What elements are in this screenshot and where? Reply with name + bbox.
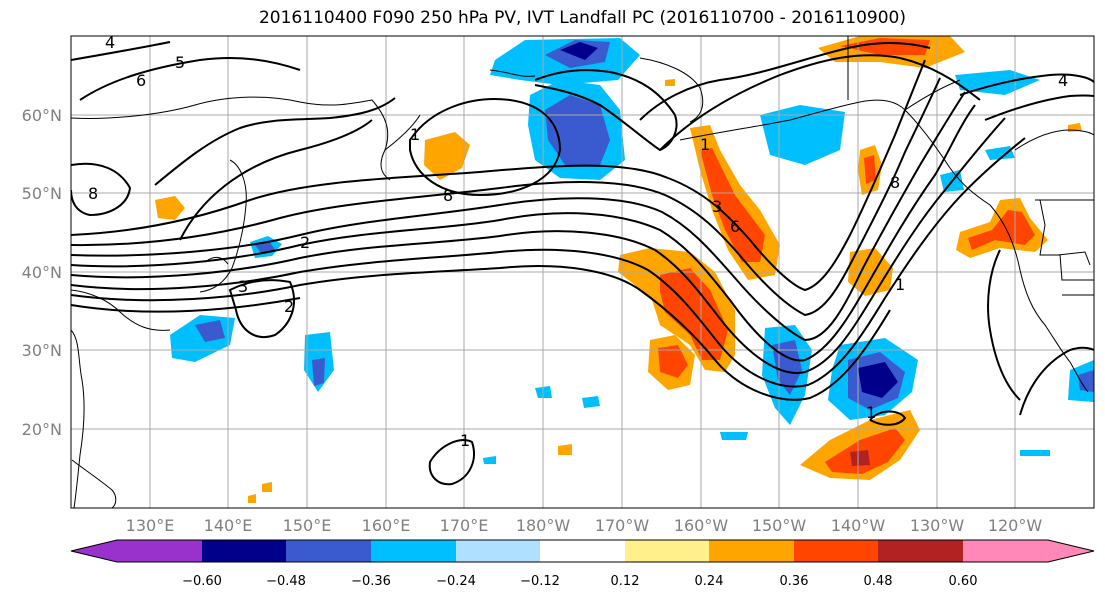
colorbar: −0.60 −0.48 −0.36 −0.24 −0.12 0.12 0.24 … — [70, 539, 1095, 589]
lon-label: 150°W — [752, 516, 807, 535]
lon-label: 160°W — [674, 516, 729, 535]
contour-label: 4 — [1058, 71, 1068, 90]
colorbar-segment — [202, 540, 286, 562]
lon-label: 130°W — [910, 516, 965, 535]
lon-label: 160°E — [362, 516, 411, 535]
colorbar-tick-label: 0.48 — [864, 574, 893, 589]
lat-label: 30°N — [22, 341, 62, 360]
colorbar-tick-label: −0.48 — [266, 574, 306, 589]
contour-label: 2 — [300, 233, 310, 252]
map-frame — [70, 35, 1095, 509]
colorbar-outline — [70, 539, 1095, 563]
colorbar-tick-label: 0.36 — [780, 574, 809, 589]
ivt-shading — [155, 36, 1094, 503]
colorbar-tick-label: −0.24 — [436, 574, 476, 589]
lon-label: 130°E — [126, 516, 175, 535]
map-gridlines — [71, 36, 1094, 508]
colorbar-segment — [456, 540, 540, 562]
contour-label: 1 — [460, 431, 470, 450]
contour-label: 3 — [238, 277, 248, 296]
lat-label: 20°N — [22, 420, 62, 439]
colorbar-extend-high — [1048, 540, 1094, 562]
contour-label: 1 — [895, 275, 905, 294]
lon-label: 140°W — [831, 516, 886, 535]
longitude-labels: 130°E 140°E 150°E 160°E 170°E 180°W 170°… — [126, 516, 1043, 535]
colorbar-tick-label: −0.36 — [351, 574, 391, 589]
lon-label: 140°E — [204, 516, 253, 535]
pv-contours — [71, 41, 1094, 486]
contour-label: 6 — [730, 217, 740, 236]
lat-label: 60°N — [22, 106, 62, 125]
colorbar-tick-label: 0.60 — [949, 574, 978, 589]
colorbar-segment — [286, 540, 371, 562]
colorbar-tick-label: 0.12 — [611, 574, 640, 589]
colorbar-tick-label: 0.24 — [695, 574, 724, 589]
contour-label: 6 — [136, 71, 146, 90]
colorbar-extend-low — [71, 540, 117, 562]
lon-label: 180°W — [516, 516, 571, 535]
map-title: 2016110400 F090 250 hPa PV, IVT Landfall… — [258, 8, 906, 28]
lon-label: 170°E — [440, 516, 489, 535]
lat-label: 50°N — [22, 184, 62, 203]
lon-label: 120°W — [988, 516, 1043, 535]
lat-label: 40°N — [22, 263, 62, 282]
contour-label: 1 — [700, 135, 710, 154]
contour-label: 1 — [866, 403, 876, 422]
colorbar-segment — [371, 540, 456, 562]
colorbar-tick-label: −0.60 — [182, 574, 222, 589]
contour-labels: 4 5 6 8 1 8 2 3 2 1 3 6 8 1 4 1 1 — [88, 33, 1068, 450]
colorbar-segment — [625, 540, 709, 562]
colorbar-segment — [709, 540, 794, 562]
contour-label: 4 — [105, 33, 115, 52]
contour-label: 8 — [890, 173, 900, 192]
contour-label: 1 — [410, 125, 420, 144]
colorbar-segment — [963, 540, 1048, 562]
lon-label: 170°W — [595, 516, 650, 535]
contour-label: 8 — [443, 186, 453, 205]
contour-label: 5 — [175, 53, 185, 72]
contour-label: 2 — [284, 297, 294, 316]
colorbar-segment — [540, 540, 625, 562]
colorbar-segment — [117, 540, 202, 562]
colorbar-segment — [794, 540, 878, 562]
lon-label: 150°E — [283, 516, 332, 535]
contour-label: 3 — [712, 197, 722, 216]
contour-label: 8 — [88, 184, 98, 203]
coastlines — [71, 36, 1094, 508]
colorbar-tick-label: −0.12 — [520, 574, 560, 589]
colorbar-segment — [878, 540, 963, 562]
latitude-labels: 60°N 50°N 40°N 30°N 20°N — [22, 106, 62, 439]
